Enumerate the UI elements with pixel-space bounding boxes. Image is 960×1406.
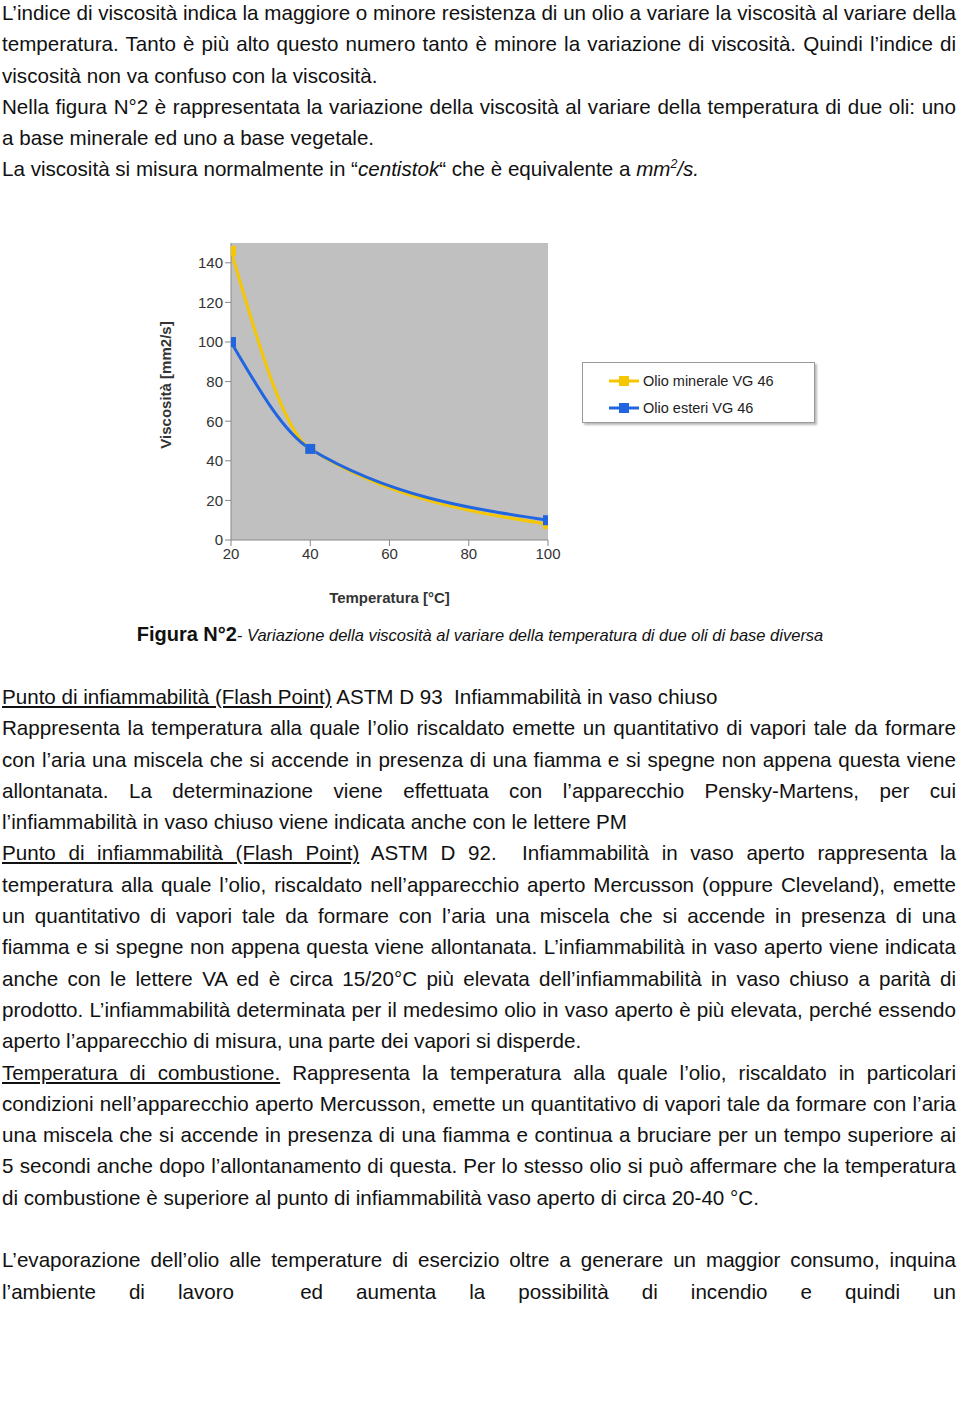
html-text:Olio esteri VG 46: Olio esteri VG 46	[643, 399, 754, 416]
svg-text:120: 120	[198, 294, 223, 311]
svg-text:80: 80	[206, 373, 223, 390]
html-text:Temperatura di combustione.: Temperatura di combustione.	[2, 1060, 281, 1084]
html-text:Punto di infiammabilità (Flash: Punto di infiammabilità (Flash Point)	[2, 841, 360, 865]
html-text:Punto di infiammabilità (Flash: Punto di infiammabilità (Flash Point) AS…	[2, 685, 718, 708]
svg-text:60: 60	[381, 545, 398, 562]
html-text:Figura N°2- Variazione della v: Figura N°2- Variazione della viscosità a…	[136, 623, 824, 645]
html-text:Olio minerale VG 46: Olio minerale VG 46	[643, 372, 774, 389]
svg-text:100: 100	[198, 333, 223, 350]
svg-text:Temperatura [°C]: Temperatura [°C]	[329, 589, 450, 606]
svg-text:20: 20	[206, 492, 223, 509]
svg-text:40: 40	[302, 545, 319, 562]
svg-text:40: 40	[206, 452, 223, 469]
svg-text:0: 0	[215, 531, 223, 548]
svg-text:60: 60	[206, 413, 223, 430]
svg-text:80: 80	[460, 545, 477, 562]
svg-text:140: 140	[198, 254, 223, 271]
html-text:Viscosità [mm2/s]: Viscosità [mm2/s]	[156, 321, 174, 449]
svg-text:20: 20	[223, 545, 240, 562]
html-text:La viscosità si misura normalm: La viscosità si misura normalmente in “ …	[2, 157, 700, 181]
svg-text:100: 100	[535, 545, 560, 562]
